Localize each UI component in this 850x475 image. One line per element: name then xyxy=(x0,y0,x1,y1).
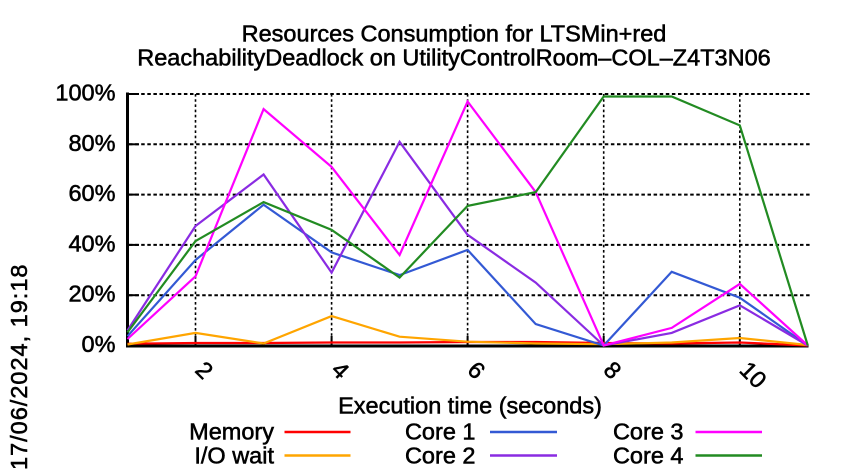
svg-text:6: 6 xyxy=(463,356,491,384)
svg-text:Execution time (seconds): Execution time (seconds) xyxy=(338,393,602,419)
svg-text:4: 4 xyxy=(327,356,355,384)
svg-text:10: 10 xyxy=(735,356,772,393)
svg-text:0%: 0% xyxy=(82,331,116,357)
svg-text:2: 2 xyxy=(190,356,218,384)
svg-text:ReachabilityDeadlock on Utilit: ReachabilityDeadlock on UtilityControlRo… xyxy=(137,45,770,71)
svg-text:Resources Consumption for LTSM: Resources Consumption for LTSMin+red xyxy=(242,21,667,47)
svg-text:8: 8 xyxy=(599,356,627,384)
svg-text:60%: 60% xyxy=(68,180,115,206)
svg-text:Memory: Memory xyxy=(189,419,274,445)
svg-text:Core 2: Core 2 xyxy=(405,443,476,469)
svg-text:17/06/2024, 19:18: 17/06/2024, 19:18 xyxy=(6,264,32,470)
svg-text:20%: 20% xyxy=(68,281,115,307)
svg-text:40%: 40% xyxy=(68,230,115,256)
svg-text:Core 4: Core 4 xyxy=(613,443,684,469)
svg-text:Core 1: Core 1 xyxy=(405,419,476,445)
svg-text:I/O wait: I/O wait xyxy=(194,443,274,469)
svg-text:80%: 80% xyxy=(68,130,115,156)
svg-text:100%: 100% xyxy=(55,80,115,106)
svg-text:Core 3: Core 3 xyxy=(613,419,684,445)
